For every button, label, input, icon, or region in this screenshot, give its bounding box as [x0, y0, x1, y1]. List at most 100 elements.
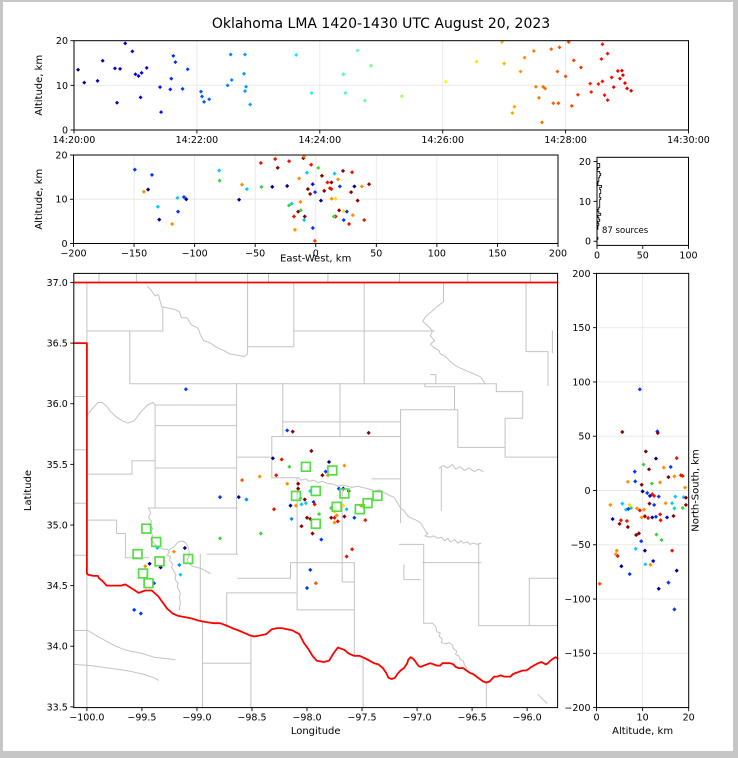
- time-altitude-ylabel: Altitude, km: [34, 55, 45, 116]
- tick-label: −98.0: [292, 713, 321, 724]
- lma-source-point: [244, 186, 250, 192]
- lma-source-point: [647, 501, 652, 506]
- flash-square-marker: [143, 577, 154, 589]
- tick-label: −96.5: [458, 713, 487, 724]
- lma-source-point: [289, 516, 294, 522]
- tick-label: −200: [60, 249, 86, 260]
- ns-altitude-ylabel: North-South, km: [691, 449, 702, 532]
- lma-source-point: [658, 512, 663, 517]
- lma-source-point: [332, 520, 337, 525]
- tick-label: −98.5: [237, 713, 266, 724]
- flash-square-marker: [331, 501, 342, 513]
- lma-source-point: [626, 506, 631, 512]
- lma-source-point: [599, 57, 604, 62]
- lma-source-point: [522, 55, 527, 60]
- lma-source-point: [316, 165, 321, 170]
- lma-source-point: [658, 518, 663, 523]
- flash-square-marker: [141, 523, 152, 534]
- tick-label: 20: [579, 157, 591, 168]
- lma-source-point: [518, 69, 523, 74]
- tick-label: 14:28:00: [544, 135, 587, 146]
- lma-source-point: [668, 464, 673, 470]
- lma-source-point: [302, 214, 307, 219]
- lma-source-point: [596, 82, 601, 87]
- lma-source-point: [325, 180, 330, 185]
- county-boundary: [457, 409, 506, 448]
- tick-label: −100: [182, 249, 208, 260]
- lma-source-point: [304, 170, 310, 175]
- lma-source-point: [149, 172, 155, 178]
- lma-source-point: [171, 53, 176, 58]
- lma-source-point: [600, 42, 605, 47]
- lma-source-point: [536, 95, 541, 100]
- ns-altitude-xlabel: Altitude, km: [612, 726, 673, 737]
- tick-label: 34.0: [47, 642, 68, 653]
- lma-source-point: [305, 186, 310, 192]
- lma-chart-svg: Oklahoma LMA 1420-1430 UTC August 20, 20…: [23, 16, 710, 737]
- flash-square-marker: [182, 553, 194, 565]
- lma-source-point: [302, 217, 307, 223]
- lma-source-point: [588, 81, 593, 86]
- lma-source-point: [285, 428, 290, 433]
- lma-source-point: [555, 69, 560, 74]
- lma-source-point: [674, 456, 679, 461]
- lma-source-point: [144, 65, 149, 70]
- lma-source-point: [651, 558, 656, 564]
- lma-source-point: [443, 79, 448, 84]
- lma-source-point: [291, 214, 297, 219]
- lma-source-point: [600, 79, 605, 84]
- lma-source-point: [178, 572, 183, 577]
- lma-source-point: [533, 84, 538, 89]
- lma-source-point: [609, 75, 614, 80]
- lma-source-point: [334, 513, 339, 518]
- county-boundary: [424, 383, 455, 411]
- lma-source-point: [259, 184, 264, 189]
- lma-source-point: [366, 430, 371, 435]
- lma-source-point: [625, 524, 630, 530]
- lma-source-point: [666, 580, 671, 585]
- county-boundary: [73, 630, 176, 661]
- lma-source-point: [355, 198, 360, 203]
- lma-source-point: [309, 90, 314, 95]
- lma-source-point: [399, 94, 404, 99]
- lma-source-point: [620, 429, 625, 435]
- lma-source-point: [350, 547, 355, 552]
- lma-source-point: [293, 503, 299, 508]
- lma-source-point: [311, 499, 316, 505]
- lma-source-point: [625, 479, 630, 484]
- lma-source-point: [670, 501, 675, 506]
- tick-label: 35.5: [47, 460, 68, 471]
- lma-source-point: [661, 465, 666, 470]
- lma-source-point: [317, 511, 322, 517]
- tick-label: −99.0: [182, 713, 211, 724]
- lma-source-point: [641, 507, 647, 512]
- lma-source-point: [294, 52, 299, 57]
- sources-count-label: 87 sources: [602, 226, 649, 236]
- lma-source-point: [589, 90, 594, 95]
- lma-source-point: [335, 177, 341, 182]
- lma-source-point: [288, 503, 293, 508]
- lma-source-point: [155, 204, 161, 209]
- lma-source-point: [683, 495, 689, 500]
- tick-label: 100: [679, 250, 697, 261]
- lma-source-point: [650, 492, 655, 497]
- tick-label: 36.0: [47, 399, 68, 410]
- lma-source-point: [646, 467, 652, 472]
- lma-source-point: [118, 66, 123, 71]
- county-boundary: [438, 463, 484, 473]
- tick-label: −150: [121, 249, 147, 260]
- tick-label: −97.0: [402, 713, 431, 724]
- lma-source-point: [143, 564, 148, 569]
- lma-figure: Oklahoma LMA 1420-1430 UTC August 20, 20…: [3, 2, 733, 751]
- tick-label: 100: [428, 249, 446, 260]
- lma-source-point: [304, 515, 310, 520]
- lma-source-point: [652, 493, 657, 499]
- lma-source-point: [136, 73, 141, 78]
- lma-source-point: [225, 83, 230, 88]
- lma-source-point: [298, 199, 303, 205]
- lma-source-point: [575, 92, 580, 97]
- lma-source-point: [362, 98, 367, 103]
- county-boundary: [167, 540, 211, 574]
- panel-spine: [73, 272, 559, 709]
- county-boundary: [148, 507, 181, 611]
